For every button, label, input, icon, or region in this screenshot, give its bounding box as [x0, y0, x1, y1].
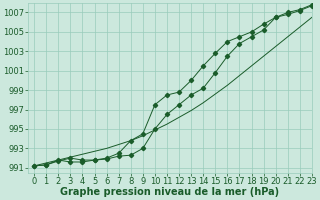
X-axis label: Graphe pression niveau de la mer (hPa): Graphe pression niveau de la mer (hPa) — [60, 187, 280, 197]
